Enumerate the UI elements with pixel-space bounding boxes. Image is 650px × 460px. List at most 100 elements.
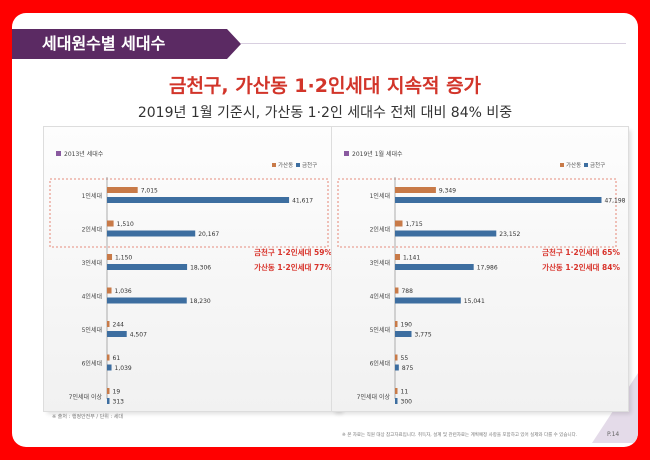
category-label: 7인세대 이상	[69, 393, 103, 401]
data-label-gasan: 1,510	[117, 221, 134, 228]
section-title: 세대원수별 세대수	[42, 34, 166, 53]
page-title: 금천구, 가산동 1·2인세대 지속적 증가	[168, 75, 482, 97]
category-label: 7인세대 이상	[357, 393, 391, 401]
category-label: 1인세대	[82, 192, 102, 200]
bar-gasan	[395, 354, 398, 361]
data-label-geumcheon: 300	[401, 399, 413, 406]
data-label-gasan: 788	[401, 288, 413, 295]
section-banner-tip	[227, 29, 241, 59]
legend-swatch-geumcheon	[296, 163, 300, 167]
highlight-box	[49, 178, 329, 248]
data-label-geumcheon: 313	[113, 399, 125, 406]
bar-geumcheon	[107, 230, 196, 237]
callout-annotation: 가산동 1·2인세대 84%	[542, 262, 620, 272]
callout-annotation: 금천구 1·2인세대 65%	[542, 247, 620, 257]
data-label-gasan: 61	[113, 355, 121, 362]
data-label-gasan: 19	[113, 389, 121, 396]
callout-annotation: 가산동 1·2인세대 77%	[254, 262, 332, 272]
bar-geumcheon	[107, 364, 112, 371]
category-label: 4인세대	[82, 293, 102, 301]
bar-geumcheon	[107, 297, 187, 304]
source-note: ※ 출처 : 행정안전부 / 단위 : 세대	[52, 414, 123, 420]
chart-panel-2019: 2019년 1월 세대수 가산동 금천구 1인세대 9,349 47,198 2인세대 1,7…	[332, 127, 628, 411]
data-label-gasan: 244	[113, 322, 125, 329]
bar-gasan	[395, 220, 403, 227]
data-label-geumcheon: 4,507	[130, 332, 147, 339]
legend-label-geumcheon: 금천구	[590, 161, 605, 169]
callout-annotation: 금천구 1·2인세대 59%	[254, 247, 332, 257]
bar-geumcheon	[395, 197, 602, 203]
bar-gasan	[107, 354, 110, 361]
bar-gasan	[107, 388, 110, 394]
bar-gasan	[107, 321, 110, 327]
category-label: 6인세대	[370, 360, 390, 368]
bar-geumcheon	[107, 398, 110, 404]
data-label-geumcheon: 15,041	[464, 298, 485, 305]
chart-title-marker	[344, 151, 349, 156]
data-label-geumcheon: 1,039	[115, 365, 132, 372]
bar-geumcheon	[107, 197, 290, 203]
category-label: 4인세대	[370, 293, 390, 301]
bar-geumcheon	[395, 297, 461, 304]
data-label-geumcheon: 17,986	[477, 265, 498, 272]
bar-gasan	[395, 321, 398, 327]
bar-geumcheon	[395, 364, 399, 371]
data-label-geumcheon: 3,775	[415, 332, 432, 339]
category-label: 3인세대	[82, 259, 102, 267]
bar-geumcheon	[395, 398, 398, 404]
category-label: 6인세대	[82, 360, 102, 368]
bar-gasan	[107, 220, 114, 227]
data-label-geumcheon: 41,617	[292, 198, 313, 205]
chart-title: 2019년 1월 세대수	[352, 150, 403, 158]
bar-geumcheon	[395, 331, 412, 337]
category-label: 5인세대	[370, 326, 390, 334]
bar-gasan	[107, 287, 112, 294]
bar-gasan	[395, 254, 400, 260]
page-subtitle: 2019년 1월 기준시, 가산동 1·2인 세대수 전체 대비 84% 비중	[137, 105, 513, 121]
legend-label-gasan: 가산동	[278, 161, 293, 169]
data-label-gasan: 1,036	[115, 288, 132, 295]
bar-geumcheon	[107, 331, 127, 337]
bar-geumcheon	[107, 264, 188, 270]
data-label-geumcheon: 47,198	[604, 198, 625, 205]
category-label: 2인세대	[82, 226, 102, 234]
page-number: P.14	[607, 431, 620, 438]
section-banner	[12, 29, 227, 59]
category-label: 5인세대	[82, 326, 102, 334]
header-divider	[241, 43, 626, 44]
chart-title: 2013년 세대수	[64, 150, 104, 158]
data-label-geumcheon: 875	[402, 365, 414, 372]
disclaimer-note: ※ 본 자료는 직원 대상 참고자료입니다. 취득자, 설계 및 관련자료는 계…	[342, 433, 578, 438]
bar-gasan	[395, 287, 399, 294]
bar-gasan	[395, 187, 436, 193]
legend-swatch-gasan	[272, 163, 276, 167]
slide: 세대원수별 세대수 금천구, 가산동 1·2인세대 지속적 증가 2019년 1…	[12, 13, 638, 447]
highlight-box	[337, 178, 617, 248]
bar-gasan	[107, 254, 113, 260]
category-label: 1인세대	[370, 192, 390, 200]
data-label-geumcheon: 18,306	[190, 265, 211, 272]
legend-swatch-gasan	[560, 163, 564, 167]
category-label: 2인세대	[370, 226, 390, 234]
data-label-geumcheon: 20,167	[198, 231, 219, 238]
chart-title-marker	[56, 151, 61, 156]
data-label-gasan: 190	[401, 322, 413, 329]
bar-geumcheon	[395, 230, 497, 237]
data-label-gasan: 1,150	[115, 255, 132, 262]
data-label-gasan: 7,015	[141, 188, 158, 195]
bar-gasan	[395, 388, 398, 394]
data-label-geumcheon: 23,152	[499, 231, 520, 238]
bar-geumcheon	[395, 264, 474, 270]
data-label-geumcheon: 18,230	[190, 298, 211, 305]
bar-gasan	[107, 187, 138, 193]
data-label-gasan: 1,141	[403, 255, 420, 262]
legend-label-geumcheon: 금천구	[302, 161, 317, 169]
category-label: 3인세대	[370, 259, 390, 267]
legend-label-gasan: 가산동	[566, 161, 581, 169]
data-label-gasan: 11	[401, 389, 409, 396]
data-label-gasan: 9,349	[439, 188, 456, 195]
data-label-gasan: 55	[401, 355, 409, 362]
legend-swatch-geumcheon	[584, 163, 588, 167]
